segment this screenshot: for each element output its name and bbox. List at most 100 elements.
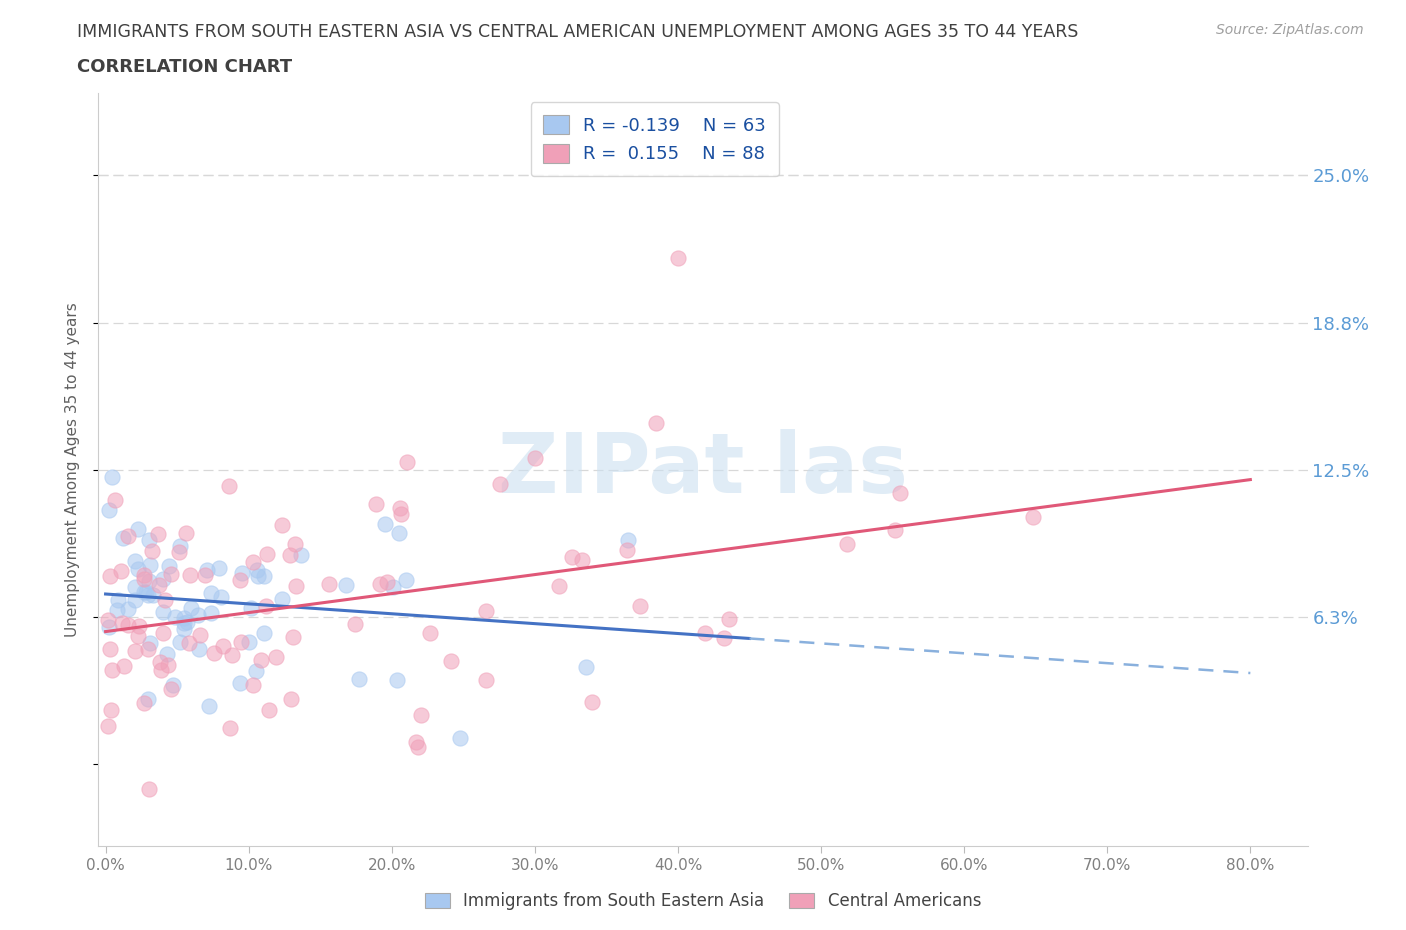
- Point: [188, 628, 211, 643]
- Point: [136, 588, 159, 603]
- Point: [187, 642, 209, 657]
- Point: [212, 639, 235, 654]
- Point: [97, 718, 120, 733]
- Point: [405, 735, 427, 750]
- Point: [883, 523, 905, 538]
- Point: [149, 655, 172, 670]
- Text: CORRELATION CHART: CORRELATION CHART: [77, 58, 292, 75]
- Point: [290, 548, 312, 563]
- Point: [238, 635, 260, 650]
- Point: [581, 695, 603, 710]
- Point: [153, 592, 176, 607]
- Point: [135, 584, 157, 599]
- Point: [162, 678, 184, 693]
- Point: [250, 653, 273, 668]
- Point: [246, 569, 269, 584]
- Point: [349, 671, 371, 686]
- Point: [475, 604, 498, 618]
- Point: [1022, 510, 1045, 525]
- Point: [229, 675, 252, 690]
- Point: [98, 642, 121, 657]
- Point: [124, 579, 146, 594]
- Point: [374, 516, 396, 531]
- Point: [160, 566, 183, 581]
- Point: [523, 450, 546, 465]
- Point: [242, 554, 264, 569]
- Point: [97, 502, 120, 517]
- Point: [284, 578, 307, 593]
- Point: [713, 631, 735, 645]
- Point: [208, 561, 231, 576]
- Point: [344, 617, 367, 631]
- Point: [335, 578, 357, 592]
- Point: [253, 569, 276, 584]
- Legend: Immigrants from South Eastern Asia, Central Americans: Immigrants from South Eastern Asia, Cent…: [418, 885, 988, 917]
- Point: [717, 612, 740, 627]
- Point: [134, 567, 156, 582]
- Point: [837, 537, 859, 551]
- Point: [254, 599, 277, 614]
- Point: [117, 602, 139, 617]
- Point: [284, 536, 307, 551]
- Point: [449, 730, 471, 745]
- Point: [561, 550, 583, 565]
- Point: [257, 703, 280, 718]
- Point: [382, 579, 405, 594]
- Point: [200, 586, 222, 601]
- Point: [695, 626, 717, 641]
- Legend: R = -0.139    N = 63, R =  0.155    N = 88: R = -0.139 N = 63, R = 0.155 N = 88: [530, 102, 779, 176]
- Point: [387, 672, 409, 687]
- Point: [231, 635, 253, 650]
- Point: [173, 616, 195, 631]
- Point: [242, 678, 264, 693]
- Point: [283, 630, 305, 644]
- Point: [146, 527, 169, 542]
- Point: [157, 559, 180, 574]
- Point: [195, 563, 218, 578]
- Point: [616, 542, 638, 557]
- Point: [136, 642, 159, 657]
- Point: [173, 622, 195, 637]
- Point: [152, 571, 174, 586]
- Text: Source: ZipAtlas.com: Source: ZipAtlas.com: [1216, 23, 1364, 37]
- Point: [645, 415, 668, 430]
- Point: [100, 702, 122, 717]
- Point: [177, 636, 200, 651]
- Point: [200, 605, 222, 620]
- Point: [152, 604, 174, 619]
- Point: [231, 565, 253, 580]
- Point: [229, 573, 252, 588]
- Point: [179, 568, 201, 583]
- Point: [318, 577, 340, 591]
- Point: [150, 663, 173, 678]
- Point: [136, 691, 159, 706]
- Point: [163, 609, 186, 624]
- Point: [389, 500, 412, 515]
- Point: [112, 658, 135, 673]
- Point: [152, 626, 174, 641]
- Point: [571, 552, 593, 567]
- Point: [194, 567, 217, 582]
- Point: [388, 525, 411, 540]
- Point: [278, 548, 301, 563]
- Point: [889, 485, 911, 500]
- Point: [411, 707, 433, 722]
- Point: [156, 646, 179, 661]
- Point: [368, 577, 391, 591]
- Point: [169, 538, 191, 553]
- Point: [101, 663, 124, 678]
- Point: [628, 599, 651, 614]
- Point: [117, 618, 139, 632]
- Point: [141, 543, 163, 558]
- Point: [364, 497, 387, 512]
- Point: [169, 635, 191, 650]
- Point: [245, 664, 267, 679]
- Point: [169, 545, 191, 560]
- Point: [139, 558, 162, 573]
- Point: [209, 590, 232, 604]
- Point: [218, 478, 240, 493]
- Point: [187, 607, 209, 622]
- Point: [391, 507, 413, 522]
- Point: [489, 476, 512, 491]
- Point: [105, 603, 128, 618]
